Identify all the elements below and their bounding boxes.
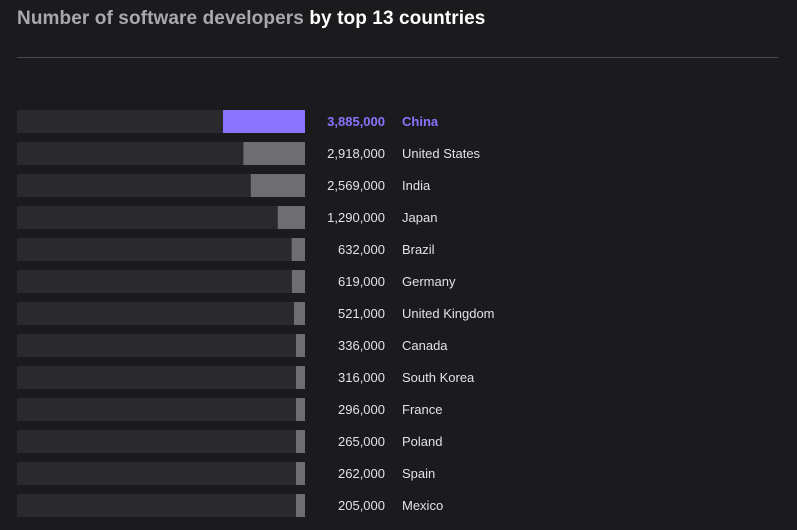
value-label-india: 2,569,000 [327, 178, 385, 193]
bar-row-france: 296,000 France [17, 398, 442, 421]
bar-track-united-states [17, 142, 305, 165]
bar-united-states [243, 142, 305, 165]
category-label-canada: Canada [402, 338, 448, 353]
category-label-india: India [402, 178, 431, 193]
bar-track-spain [17, 462, 305, 485]
category-label-south-korea: South Korea [402, 370, 475, 385]
value-label-germany: 619,000 [338, 274, 385, 289]
chart-title-part1: Number of software developers [17, 8, 304, 29]
value-label-japan: 1,290,000 [327, 210, 385, 225]
value-label-south-korea: 316,000 [338, 370, 385, 385]
bar-track-united-kingdom [17, 302, 305, 325]
value-label-spain: 262,000 [338, 466, 385, 481]
category-label-china: China [402, 114, 439, 129]
bar-france [296, 398, 305, 421]
category-label-japan: Japan [402, 210, 437, 225]
bar-united-kingdom [294, 302, 305, 325]
value-label-united-states: 2,918,000 [327, 146, 385, 161]
bar-brazil [291, 238, 305, 261]
value-label-united-kingdom: 521,000 [338, 306, 385, 321]
bar-mexico [296, 494, 305, 517]
category-label-spain: Spain [402, 466, 435, 481]
value-label-france: 296,000 [338, 402, 385, 417]
bar-track-poland [17, 430, 305, 453]
bar-canada [296, 334, 305, 357]
value-label-poland: 265,000 [338, 434, 385, 449]
bar-track-japan [17, 206, 305, 229]
title-divider [17, 57, 778, 58]
bar-row-brazil: 632,000 Brazil [17, 238, 435, 261]
bar-row-united-states: 2,918,000 United States [17, 142, 481, 165]
category-label-france: France [402, 402, 442, 417]
bar-row-japan: 1,290,000 Japan [17, 206, 437, 229]
bar-poland [296, 430, 305, 453]
bar-japan [277, 206, 305, 229]
category-label-germany: Germany [402, 274, 456, 289]
chart-title-part2: by top 13 countries [309, 8, 486, 29]
category-label-united-kingdom: United Kingdom [402, 306, 495, 321]
bar-row-united-kingdom: 521,000 United Kingdom [17, 302, 495, 325]
bar-row-germany: 619,000 Germany [17, 270, 456, 293]
bar-germany [291, 270, 305, 293]
bar-south-korea [296, 366, 305, 389]
bar-row-spain: 262,000 Spain [17, 462, 435, 485]
category-label-poland: Poland [402, 434, 442, 449]
bar-track-canada [17, 334, 305, 357]
bar-row-canada: 336,000 Canada [17, 334, 448, 357]
value-label-mexico: 205,000 [338, 498, 385, 513]
bar-spain [296, 462, 305, 485]
bar-row-mexico: 205,000 Mexico [17, 494, 443, 517]
bar-india [250, 174, 305, 197]
category-label-mexico: Mexico [402, 498, 443, 513]
bar-track-germany [17, 270, 305, 293]
category-label-brazil: Brazil [402, 242, 435, 257]
bar-row-south-korea: 316,000 South Korea [17, 366, 475, 389]
bar-track-south-korea [17, 366, 305, 389]
category-label-united-states: United States [402, 146, 481, 161]
bar-track-india [17, 174, 305, 197]
bar-track-brazil [17, 238, 305, 261]
value-label-brazil: 632,000 [338, 242, 385, 257]
bar-track-mexico [17, 494, 305, 517]
bar-track-france [17, 398, 305, 421]
bar-row-poland: 265,000 Poland [17, 430, 442, 453]
value-label-canada: 336,000 [338, 338, 385, 353]
bar-row-china: 3,885,000 China [17, 110, 439, 133]
bar-china [223, 110, 305, 133]
bar-row-india: 2,569,000 India [17, 174, 431, 197]
value-label-china: 3,885,000 [327, 114, 385, 129]
chart-title: Number of software developers by top 13 … [17, 8, 485, 30]
